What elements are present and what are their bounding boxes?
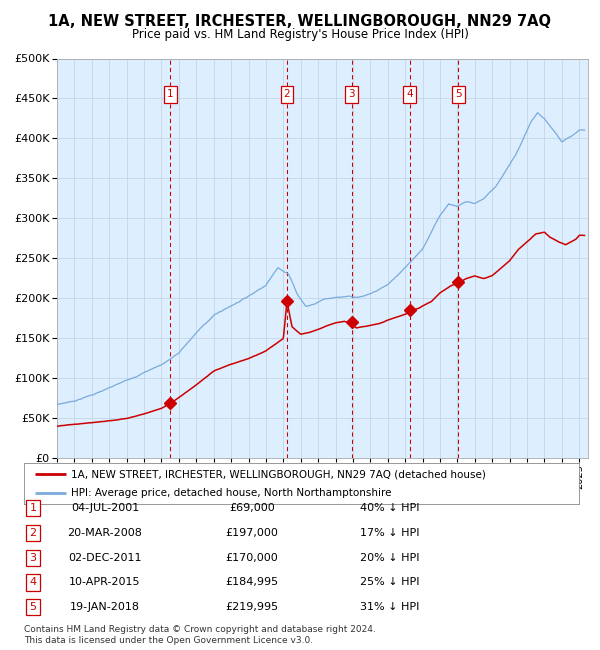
Text: 1: 1	[167, 90, 173, 99]
Text: £197,000: £197,000	[226, 528, 278, 538]
Text: 3: 3	[348, 90, 355, 99]
Text: £219,995: £219,995	[226, 602, 278, 612]
Text: 4: 4	[407, 90, 413, 99]
Text: 1: 1	[29, 503, 37, 514]
Text: 20% ↓ HPI: 20% ↓ HPI	[360, 552, 420, 563]
Text: £69,000: £69,000	[229, 503, 275, 514]
Text: 2: 2	[284, 90, 290, 99]
Text: £170,000: £170,000	[226, 552, 278, 563]
Text: 17% ↓ HPI: 17% ↓ HPI	[360, 528, 420, 538]
Text: 1A, NEW STREET, IRCHESTER, WELLINGBOROUGH, NN29 7AQ: 1A, NEW STREET, IRCHESTER, WELLINGBOROUG…	[49, 14, 551, 29]
Text: HPI: Average price, detached house, North Northamptonshire: HPI: Average price, detached house, Nort…	[71, 488, 392, 498]
Text: This data is licensed under the Open Government Licence v3.0.: This data is licensed under the Open Gov…	[24, 636, 313, 645]
Text: £184,995: £184,995	[226, 577, 278, 588]
Text: Contains HM Land Registry data © Crown copyright and database right 2024.: Contains HM Land Registry data © Crown c…	[24, 625, 376, 634]
Text: 4: 4	[29, 577, 37, 588]
Text: 19-JAN-2018: 19-JAN-2018	[70, 602, 140, 612]
Text: 10-APR-2015: 10-APR-2015	[69, 577, 141, 588]
Text: 3: 3	[29, 552, 37, 563]
Text: 04-JUL-2001: 04-JUL-2001	[71, 503, 139, 514]
Text: 25% ↓ HPI: 25% ↓ HPI	[360, 577, 420, 588]
Text: 02-DEC-2011: 02-DEC-2011	[68, 552, 142, 563]
Text: 5: 5	[455, 90, 461, 99]
Text: 2: 2	[29, 528, 37, 538]
Text: 31% ↓ HPI: 31% ↓ HPI	[361, 602, 419, 612]
Text: 1A, NEW STREET, IRCHESTER, WELLINGBOROUGH, NN29 7AQ (detached house): 1A, NEW STREET, IRCHESTER, WELLINGBOROUG…	[71, 469, 486, 479]
Text: 20-MAR-2008: 20-MAR-2008	[68, 528, 142, 538]
Text: 40% ↓ HPI: 40% ↓ HPI	[360, 503, 420, 514]
Text: 5: 5	[29, 602, 37, 612]
Text: Price paid vs. HM Land Registry's House Price Index (HPI): Price paid vs. HM Land Registry's House …	[131, 28, 469, 41]
